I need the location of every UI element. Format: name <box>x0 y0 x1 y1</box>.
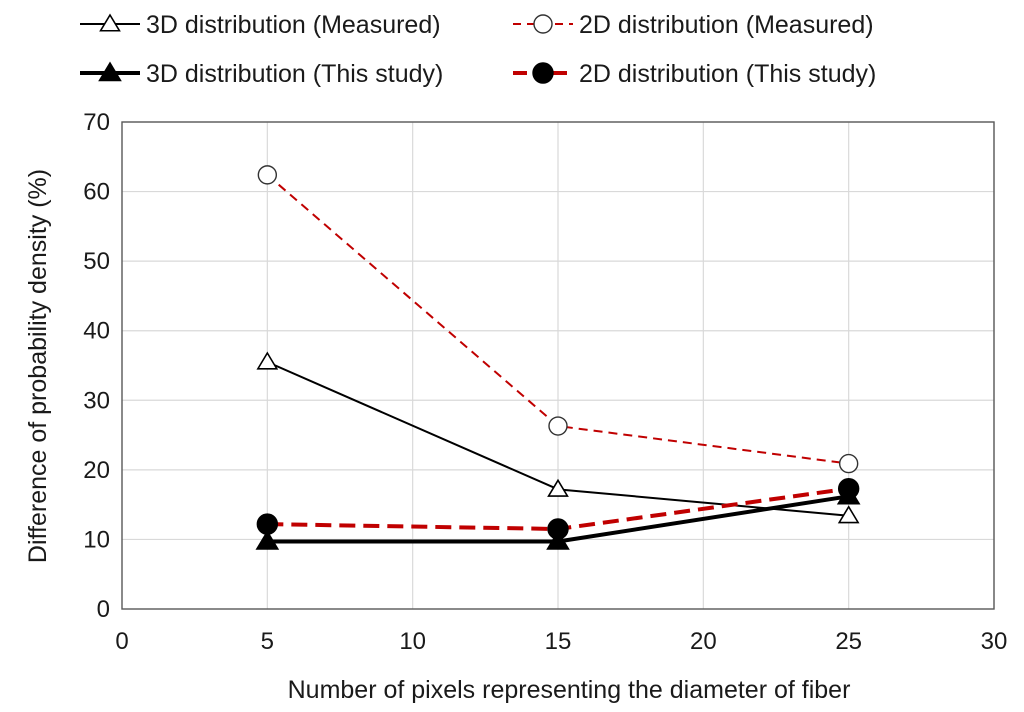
data-point <box>547 518 569 540</box>
data-point <box>255 530 280 550</box>
legend-item: 2D distribution (Measured) <box>513 11 874 39</box>
series-2 <box>257 165 859 474</box>
data-point <box>838 453 859 474</box>
legend-marker <box>533 14 553 34</box>
x-tick-label: 20 <box>690 628 717 655</box>
legend-label: 3D distribution (Measured) <box>146 11 441 39</box>
x-tick-label: 15 <box>545 628 572 655</box>
x-tick-label: 30 <box>981 628 1008 655</box>
legend-marker <box>99 13 121 32</box>
series-3 <box>255 484 861 550</box>
y-tick-label: 10 <box>83 526 110 553</box>
legend-label: 3D distribution (This study) <box>146 60 443 88</box>
y-tick-label: 30 <box>83 387 110 414</box>
data-point <box>548 416 568 436</box>
data-point <box>257 165 278 185</box>
x-tick-label: 10 <box>399 628 426 655</box>
series-line <box>266 174 849 465</box>
legend-item: 2D distribution (This study) <box>513 60 876 88</box>
legend-marker <box>98 61 122 82</box>
series-group <box>255 165 861 550</box>
y-tick-label: 70 <box>83 109 110 136</box>
axes: 0 10 20 30 40 50 60 70 0 5 10 15 20 25 30 <box>83 109 1007 655</box>
data-point <box>837 477 860 500</box>
data-point <box>256 351 279 370</box>
series-1 <box>256 351 860 524</box>
plot-border <box>121 121 995 610</box>
legend-label: 2D distribution (This study) <box>579 60 876 88</box>
y-tick-label: 40 <box>83 318 110 345</box>
x-tick-label: 5 <box>261 628 274 655</box>
legend-item: 3D distribution (Measured) <box>80 11 441 39</box>
y-tick-label: 20 <box>83 457 110 484</box>
legend: 3D distribution (Measured) 2D distributio… <box>80 11 876 88</box>
legend-marker <box>532 62 554 84</box>
legend-label: 2D distribution (Measured) <box>579 11 874 39</box>
y-axis-label: Difference of probability density (%) <box>24 169 52 563</box>
data-point <box>837 505 860 524</box>
data-point <box>256 513 279 535</box>
legend-item: 3D distribution (This study) <box>80 60 443 88</box>
y-tick-label: 0 <box>97 596 110 623</box>
y-tick-label: 50 <box>83 248 110 275</box>
data-point <box>547 478 569 497</box>
x-axis-label: Number of pixels representing the diamet… <box>288 676 851 704</box>
series-4 <box>256 477 860 540</box>
data-point <box>546 530 570 550</box>
y-tick-label: 60 <box>83 179 110 206</box>
x-tick-label: 0 <box>115 628 128 655</box>
x-tick-label: 25 <box>835 628 862 655</box>
